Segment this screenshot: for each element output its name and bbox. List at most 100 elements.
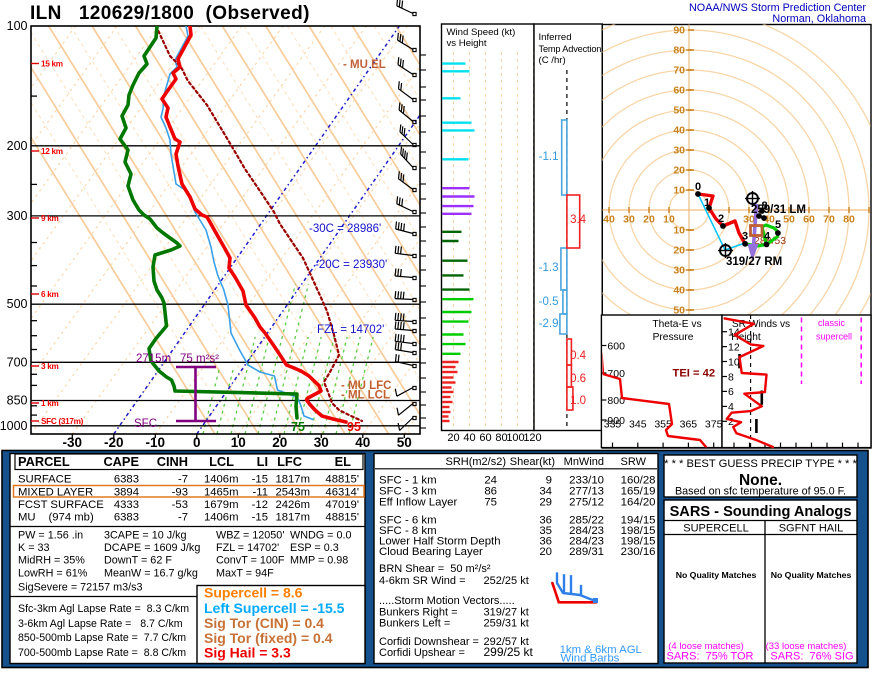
svg-text:284/23: 284/23 — [569, 536, 604, 548]
svg-text:36: 36 — [539, 536, 552, 548]
svg-text:FZL = 14702': FZL = 14702' — [317, 324, 384, 336]
svg-text:80: 80 — [495, 432, 507, 444]
svg-text:1817m: 1817m — [275, 512, 310, 524]
svg-text:335: 335 — [604, 419, 622, 431]
svg-text:20: 20 — [673, 165, 685, 177]
svg-text:9: 9 — [546, 475, 552, 487]
svg-text:-7: -7 — [178, 474, 188, 486]
svg-text:NOAA/NWS Storm Prediction Cent: NOAA/NWS Storm Prediction Center — [689, 2, 866, 14]
svg-text:500: 500 — [7, 297, 28, 311]
svg-text:10: 10 — [231, 435, 246, 450]
svg-text:75: 75 — [484, 497, 497, 509]
svg-text:Corfidi Downshear =: Corfidi Downshear = — [379, 636, 479, 648]
svg-text:40: 40 — [673, 125, 685, 137]
svg-text:60: 60 — [803, 214, 815, 226]
svg-text:(C /hr): (C /hr) — [539, 55, 566, 66]
svg-text:285/22: 285/22 — [569, 515, 604, 527]
svg-text:(33 loose matches): (33 loose matches) — [766, 641, 847, 652]
svg-text:Pressure: Pressure — [653, 332, 694, 343]
svg-text:* * * BEST GUESS PRECIP TYPE *: * * * BEST GUESS PRECIP TYPE * * * — [664, 458, 857, 470]
svg-text:40: 40 — [463, 432, 475, 444]
svg-text:Sig Tor (fixed) = 0.4: Sig Tor (fixed) = 0.4 — [204, 630, 333, 646]
svg-text:4-6km SR Wind =: 4-6km SR Wind = — [379, 575, 466, 587]
svg-text:.....Storm Motion Vectors.....: .....Storm Motion Vectors..... — [379, 595, 515, 607]
svg-text:vs Height: vs Height — [447, 38, 487, 49]
svg-text:LowRH = 61%: LowRH = 61% — [18, 567, 88, 579]
svg-text:160/28: 160/28 — [621, 475, 656, 487]
svg-text:SFC - 3 km: SFC - 3 km — [379, 486, 437, 498]
svg-text:40: 40 — [355, 435, 370, 450]
svg-text:1817m: 1817m — [275, 474, 310, 486]
svg-text:classic: classic — [818, 318, 846, 328]
svg-text:SARS: 76% SIG: SARS: 76% SIG — [770, 651, 853, 663]
svg-text:319/27 RM: 319/27 RM — [726, 256, 782, 268]
svg-text:EL: EL — [335, 454, 352, 469]
svg-text:FZL = 14702': FZL = 14702' — [216, 542, 279, 554]
svg-text:1679m: 1679m — [204, 499, 239, 511]
svg-text:50: 50 — [783, 214, 795, 226]
svg-text:1406m: 1406m — [204, 474, 239, 486]
svg-text:-11: -11 — [253, 486, 269, 498]
svg-text:SFC - 1 km: SFC - 1 km — [379, 475, 437, 487]
svg-text:-20: -20 — [104, 435, 124, 450]
svg-text:SURFACE: SURFACE — [18, 474, 72, 486]
svg-text:3894: 3894 — [114, 486, 139, 498]
svg-text:30: 30 — [623, 214, 635, 226]
svg-text:SFC - 6 km: SFC - 6 km — [379, 515, 437, 527]
svg-text:Left Supercell = -15.5: Left Supercell = -15.5 — [204, 600, 345, 616]
svg-text:DownT = 62 F: DownT = 62 F — [104, 555, 172, 567]
svg-text:15 km: 15 km — [41, 60, 63, 69]
svg-text:CINH: CINH — [157, 454, 188, 469]
svg-text:100: 100 — [506, 432, 524, 444]
svg-text:1000: 1000 — [0, 419, 28, 433]
svg-text:DCAPE = 1609 J/kg: DCAPE = 1609 J/kg — [104, 542, 200, 554]
svg-text:70: 70 — [673, 65, 685, 77]
svg-text:SigSevere = 72157 m3/s3: SigSevere = 72157 m3/s3 — [18, 582, 143, 594]
svg-text:-0.5: -0.5 — [539, 296, 559, 308]
svg-text:SFC: SFC — [134, 418, 157, 430]
svg-text:MIXED LAYER: MIXED LAYER — [18, 486, 93, 498]
svg-text:50: 50 — [397, 435, 412, 450]
svg-text:-12: -12 — [252, 499, 268, 511]
svg-text:12: 12 — [728, 341, 740, 353]
svg-text:BRN Shear = 50 m²/s²: BRN Shear = 50 m²/s² — [379, 563, 491, 575]
svg-text:Norman, Oklahoma: Norman, Oklahoma — [772, 13, 866, 25]
svg-text:SARS - Sounding Analogs: SARS - Sounding Analogs — [670, 504, 852, 520]
svg-text:-1.1: -1.1 — [539, 151, 559, 163]
svg-text:14: 14 — [728, 327, 740, 339]
svg-text:SRH(m2/s2): SRH(m2/s2) — [445, 456, 506, 468]
svg-text:Bunkers Right =: Bunkers Right = — [379, 607, 458, 619]
svg-text:LFC: LFC — [277, 454, 302, 469]
svg-text:-93: -93 — [172, 486, 188, 498]
svg-text:20: 20 — [539, 546, 552, 558]
svg-text:60: 60 — [673, 85, 685, 97]
svg-text:1465m: 1465m — [204, 486, 239, 498]
svg-text:2543m: 2543m — [275, 486, 310, 498]
svg-text:SRW: SRW — [621, 456, 647, 468]
svg-text:2715m: 2715m — [136, 353, 171, 365]
svg-text:Based on sfc temperature of 95: Based on sfc temperature of 95.0 F. — [675, 486, 846, 498]
svg-text:86: 86 — [484, 486, 497, 498]
svg-text:Sfc-3km Agl Lapse Rate = 8.3: Sfc-3km Agl Lapse Rate = 8.3 C/km — [18, 603, 189, 615]
svg-text:Supercell = 8.6: Supercell = 8.6 — [204, 585, 303, 601]
svg-text:259/31 LM: 259/31 LM — [751, 204, 806, 216]
svg-text:259/31 kt: 259/31 kt — [484, 618, 529, 630]
svg-text:TEI = 42: TEI = 42 — [673, 368, 716, 380]
svg-text:WNDG = 0.0: WNDG = 0.0 — [290, 529, 352, 541]
svg-text:12 km: 12 km — [41, 147, 63, 156]
svg-text:-10: -10 — [146, 435, 166, 450]
svg-text:35: 35 — [539, 525, 552, 537]
svg-text:3-6km Agl Lapse Rate = 8.7 C: 3-6km Agl Lapse Rate = 8.7 C/km — [18, 618, 183, 630]
svg-text:(4 loose matches): (4 loose matches) — [668, 641, 744, 652]
svg-text:Bunkers Left =: Bunkers Left = — [379, 618, 450, 630]
svg-text:5: 5 — [775, 219, 781, 231]
svg-text:284/23: 284/23 — [569, 525, 604, 537]
svg-text:800: 800 — [607, 395, 625, 407]
svg-text:MidRH = 35%: MidRH = 35% — [18, 555, 85, 567]
svg-text:46314': 46314' — [325, 486, 359, 498]
svg-text:Height: Height — [731, 332, 761, 343]
svg-text:365: 365 — [680, 419, 698, 431]
svg-text:ESP = 0.3: ESP = 0.3 — [290, 542, 339, 554]
svg-text:20: 20 — [272, 435, 287, 450]
svg-text:-20C = 23930': -20C = 23930' — [315, 259, 387, 271]
